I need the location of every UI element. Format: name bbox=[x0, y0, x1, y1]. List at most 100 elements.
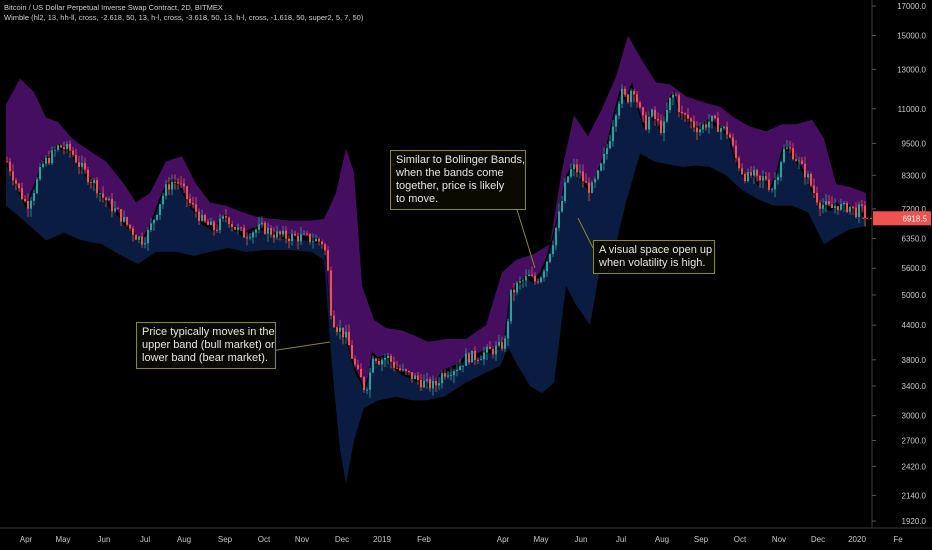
price-tick-label: 2140.0 bbox=[902, 491, 927, 500]
candle-body bbox=[93, 180, 95, 184]
candle-body bbox=[30, 200, 32, 209]
candle-body bbox=[345, 331, 347, 338]
candle-body bbox=[813, 185, 815, 193]
time-tick-label: 2020 bbox=[848, 535, 866, 544]
candle-body bbox=[705, 124, 707, 128]
candle-body bbox=[291, 233, 293, 242]
annotation-bands[interactable]: Price typically moves in the upper band … bbox=[136, 322, 276, 369]
candle-body bbox=[669, 97, 671, 110]
candle-body bbox=[735, 145, 737, 158]
candle-body bbox=[471, 350, 473, 363]
candle-body bbox=[807, 173, 809, 178]
candle-body bbox=[15, 180, 17, 184]
candle-body bbox=[444, 373, 446, 377]
time-tick-label: Dec bbox=[335, 535, 349, 544]
annotation-line: lower band (bear market). bbox=[142, 352, 268, 364]
candle-body bbox=[396, 367, 398, 369]
annotation-volatility[interactable]: A visual space open up when volatility i… bbox=[593, 240, 715, 274]
price-tick-label: 6350.0 bbox=[902, 235, 927, 244]
candle-body bbox=[675, 94, 677, 96]
candle-body bbox=[837, 206, 839, 210]
candle-body bbox=[174, 182, 176, 183]
candle-body bbox=[849, 206, 851, 212]
candle-body bbox=[390, 355, 392, 362]
candle-body bbox=[213, 221, 215, 231]
candle-body bbox=[195, 204, 197, 212]
candle-body bbox=[234, 227, 236, 230]
candle-body bbox=[510, 289, 512, 322]
candle-body bbox=[75, 154, 77, 163]
candle-body bbox=[645, 115, 647, 130]
candle-body bbox=[171, 182, 173, 190]
candle-body bbox=[159, 204, 161, 216]
candle-body bbox=[408, 371, 410, 373]
candle-body bbox=[216, 230, 218, 231]
time-tick-label: Feb bbox=[417, 535, 431, 544]
candle-body bbox=[87, 169, 89, 183]
candle-body bbox=[864, 205, 866, 219]
candle-body bbox=[138, 236, 140, 240]
candle-body bbox=[231, 223, 233, 228]
candle-body bbox=[489, 346, 491, 350]
candle-body bbox=[459, 366, 461, 370]
annotation-bollinger[interactable]: Similar to Bollinger Bands, when the ban… bbox=[390, 150, 526, 210]
price-axis[interactable]: 17000.0 15000.0 13000.0 11000.0 9500.0 8300.0… bbox=[871, 0, 927, 528]
price-tick-label: 13000.0 bbox=[897, 65, 926, 74]
candle-body bbox=[381, 359, 383, 365]
candle-body bbox=[732, 137, 734, 146]
candle-body bbox=[648, 116, 650, 130]
price-tick-label: 2700.0 bbox=[902, 436, 927, 445]
candle-body bbox=[504, 338, 506, 349]
candle-body bbox=[24, 198, 26, 201]
candle-body bbox=[417, 375, 419, 381]
candle-body bbox=[63, 147, 65, 150]
annotation-line: A visual space open up bbox=[599, 244, 713, 256]
price-tick-label: 9500.0 bbox=[902, 139, 927, 148]
candle-body bbox=[525, 276, 527, 281]
candle-body bbox=[42, 163, 44, 168]
candle-body bbox=[624, 88, 626, 95]
time-tick-label: Aug bbox=[177, 535, 191, 544]
candle-body bbox=[303, 233, 305, 235]
candle-body bbox=[840, 204, 842, 210]
candle-body bbox=[324, 244, 326, 251]
candle-body bbox=[126, 217, 128, 225]
candle-body bbox=[168, 184, 170, 190]
candle-body bbox=[765, 176, 767, 180]
candle-body bbox=[105, 197, 107, 201]
candle-body bbox=[198, 211, 200, 221]
candle-body bbox=[513, 289, 515, 293]
price-tick-label: 8300.0 bbox=[902, 171, 927, 180]
candle-body bbox=[582, 171, 584, 182]
indicator-legend[interactable]: Wimble (hl2, 13, hh-ll, cross, -2.618, 5… bbox=[4, 13, 364, 22]
candle-body bbox=[354, 358, 356, 365]
candle-body bbox=[540, 277, 542, 283]
candle-body bbox=[699, 129, 701, 133]
candle-body bbox=[270, 227, 272, 235]
candle-body bbox=[831, 204, 833, 208]
candle-body bbox=[639, 102, 641, 108]
candle-body bbox=[36, 179, 38, 193]
candle-body bbox=[558, 211, 560, 228]
time-tick-label: Apr bbox=[497, 535, 510, 544]
candle-body bbox=[693, 121, 695, 128]
candle-body bbox=[426, 379, 428, 381]
candle-body bbox=[39, 167, 41, 180]
candle-body bbox=[81, 162, 83, 167]
candle-body bbox=[579, 171, 581, 173]
candle-body bbox=[861, 204, 863, 206]
candle-body bbox=[327, 250, 329, 271]
candle-body bbox=[447, 375, 449, 377]
candle-body bbox=[618, 103, 620, 116]
candle-body bbox=[342, 327, 344, 338]
candle-body bbox=[573, 164, 575, 170]
candle-body bbox=[258, 224, 260, 230]
candle-body bbox=[72, 150, 74, 155]
time-tick-label: Nov bbox=[772, 535, 786, 544]
candle-body bbox=[585, 181, 587, 183]
candle-body bbox=[309, 233, 311, 242]
candle-body bbox=[141, 236, 143, 245]
candle-body bbox=[402, 369, 404, 371]
time-axis[interactable]: Apr May Jun Jul Aug Sep Oct Nov Dec 2019 Feb Apr May… bbox=[0, 527, 932, 544]
